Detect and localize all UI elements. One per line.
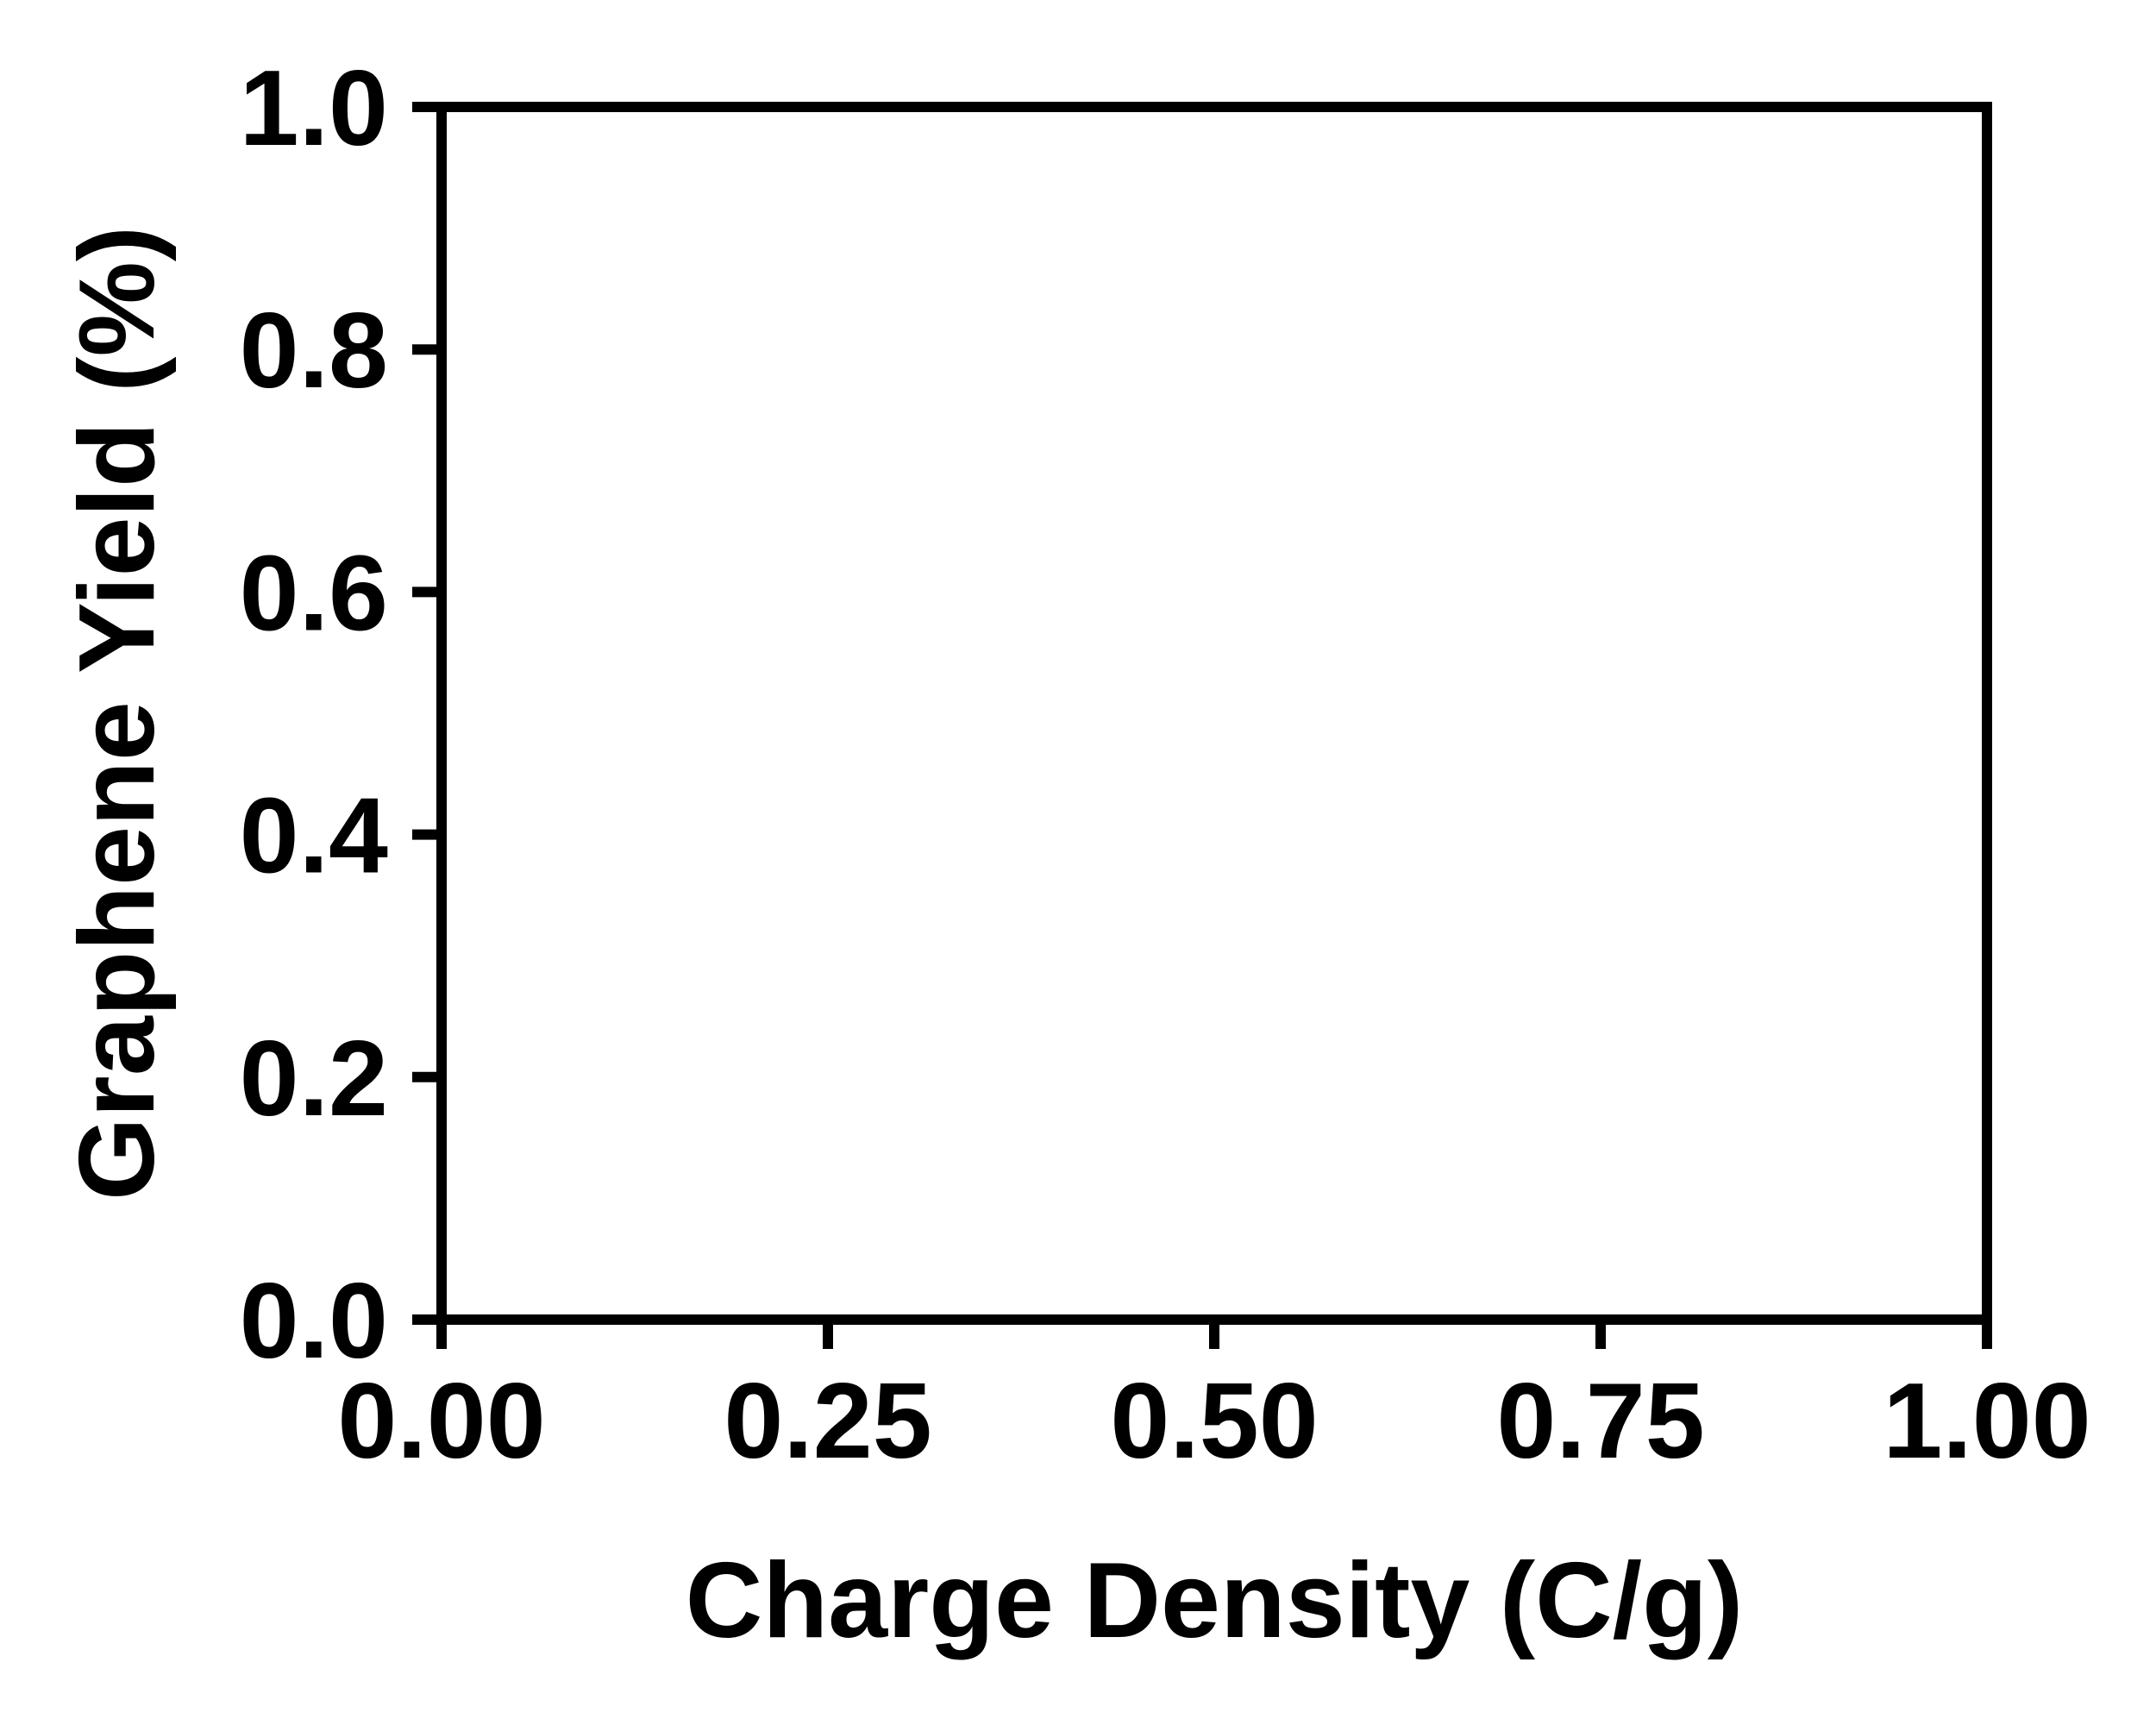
x-tick-label: 0.00 [337, 1362, 545, 1481]
plot-frame [436, 102, 1992, 1325]
plot-border [436, 102, 1992, 1325]
y-tick-label: 0.0 [240, 1262, 388, 1381]
x-tick-label: 1.00 [1883, 1362, 2090, 1481]
y-tick-label: 0.4 [240, 777, 388, 896]
x-axis-ticks: 0.00 0.25 0.50 0.75 1.00 [337, 1320, 2091, 1481]
y-axis-title: Graphene Yield (%) [58, 226, 177, 1201]
x-axis-title: Charge Density (C/g) [686, 1541, 1743, 1660]
x-tick-label: 0.25 [724, 1362, 931, 1481]
y-tick-label: 0.8 [240, 292, 388, 411]
y-axis-ticks: 0.0 0.2 0.4 0.6 0.8 1.0 [240, 49, 442, 1381]
x-tick-label: 0.75 [1496, 1362, 1704, 1481]
x-tick-label: 0.50 [1110, 1362, 1318, 1481]
y-tick-label: 0.6 [240, 534, 388, 653]
y-tick-label: 1.0 [240, 49, 388, 168]
y-tick-label: 0.2 [240, 1019, 388, 1138]
